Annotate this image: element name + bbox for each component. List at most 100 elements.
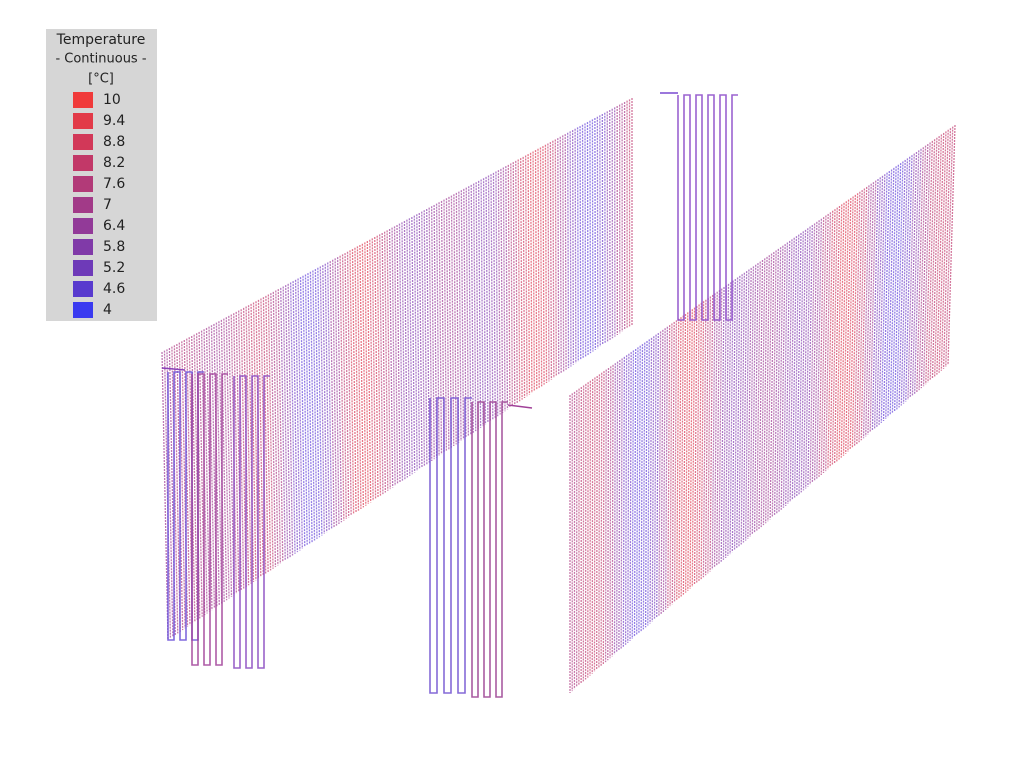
pipe bbox=[161, 351, 169, 641]
pipe bbox=[647, 339, 650, 626]
pipe bbox=[907, 153, 915, 400]
pipe bbox=[682, 313, 687, 595]
pipe bbox=[238, 310, 245, 589]
pipe bbox=[468, 186, 472, 435]
pipe bbox=[742, 271, 748, 543]
pipe bbox=[642, 342, 646, 630]
pipe bbox=[905, 155, 913, 402]
pipe bbox=[720, 286, 725, 562]
pipe bbox=[731, 279, 736, 553]
pipe bbox=[733, 277, 739, 551]
pipe bbox=[507, 164, 511, 408]
pipe bbox=[339, 255, 345, 521]
pipe bbox=[364, 242, 369, 505]
pipe bbox=[218, 321, 225, 602]
pipe bbox=[252, 302, 260, 579]
pipe bbox=[691, 307, 696, 587]
pipe bbox=[233, 313, 240, 592]
pipe bbox=[581, 124, 584, 359]
pipe bbox=[640, 344, 644, 632]
pipe bbox=[379, 234, 384, 495]
pipe bbox=[460, 190, 465, 440]
pipe bbox=[341, 254, 347, 519]
legend-label: 7.6 bbox=[103, 176, 125, 192]
pipe bbox=[776, 247, 782, 514]
pipe bbox=[689, 309, 693, 589]
legend-label: 4 bbox=[103, 302, 112, 318]
pipe bbox=[896, 161, 904, 410]
legend-swatch bbox=[73, 218, 93, 234]
pipe bbox=[487, 175, 492, 422]
pipe bbox=[765, 255, 770, 524]
pipe bbox=[602, 371, 605, 665]
pipe bbox=[676, 318, 680, 601]
pipe bbox=[366, 241, 372, 503]
pipe bbox=[916, 147, 924, 393]
pipe bbox=[758, 259, 764, 530]
pipe bbox=[485, 176, 489, 423]
pipe bbox=[198, 331, 206, 616]
pipe bbox=[418, 212, 423, 468]
pipe bbox=[396, 224, 401, 483]
pipe bbox=[294, 279, 301, 551]
pipe bbox=[831, 207, 838, 466]
pipe bbox=[858, 188, 866, 443]
pipe bbox=[411, 216, 416, 473]
pipe bbox=[805, 226, 811, 489]
pipe bbox=[931, 136, 940, 379]
pipe bbox=[900, 158, 909, 406]
pipe bbox=[319, 266, 325, 534]
pipe bbox=[297, 278, 303, 549]
pipe bbox=[393, 226, 399, 485]
pipe bbox=[401, 222, 406, 480]
pipe bbox=[882, 171, 890, 421]
pipe bbox=[845, 198, 852, 454]
pipe bbox=[893, 163, 902, 412]
pipe bbox=[860, 186, 868, 441]
pipe bbox=[624, 355, 628, 645]
pipe bbox=[796, 232, 802, 497]
pipe bbox=[557, 138, 560, 375]
pipe bbox=[552, 140, 555, 379]
pipe bbox=[773, 248, 780, 516]
pipe bbox=[627, 353, 630, 643]
pipe bbox=[687, 310, 691, 591]
pipe bbox=[346, 251, 352, 516]
legend-swatch bbox=[73, 197, 93, 213]
pipe bbox=[547, 143, 550, 382]
pipe bbox=[867, 182, 875, 435]
pipe bbox=[787, 239, 793, 504]
pipe bbox=[756, 261, 761, 531]
pipe bbox=[398, 223, 404, 481]
pipe bbox=[767, 253, 773, 522]
pipe bbox=[247, 305, 255, 582]
pipe bbox=[465, 187, 470, 437]
pipe bbox=[285, 285, 291, 558]
pipe bbox=[658, 331, 662, 616]
pipe bbox=[426, 208, 430, 463]
pipe bbox=[527, 154, 531, 395]
pipe bbox=[203, 329, 211, 612]
pipe bbox=[502, 167, 506, 412]
pipe bbox=[618, 360, 621, 651]
pipe bbox=[811, 221, 818, 483]
pipe bbox=[500, 168, 504, 413]
legend-label: 8.2 bbox=[103, 155, 125, 171]
pipe bbox=[680, 315, 684, 597]
pipe bbox=[838, 202, 845, 460]
pipe bbox=[255, 301, 262, 578]
pipe bbox=[336, 257, 343, 523]
pipe bbox=[267, 294, 274, 569]
legend-swatch bbox=[73, 92, 93, 108]
pipe bbox=[785, 240, 791, 506]
pipe bbox=[517, 159, 521, 402]
pipe bbox=[707, 296, 712, 574]
legend-label: 10 bbox=[103, 92, 121, 108]
pipe bbox=[473, 183, 477, 432]
pipe bbox=[374, 237, 379, 498]
pipe bbox=[272, 291, 279, 566]
pipe bbox=[729, 280, 734, 555]
pipe bbox=[613, 363, 616, 655]
pipe bbox=[851, 193, 859, 448]
pipe bbox=[475, 182, 479, 430]
